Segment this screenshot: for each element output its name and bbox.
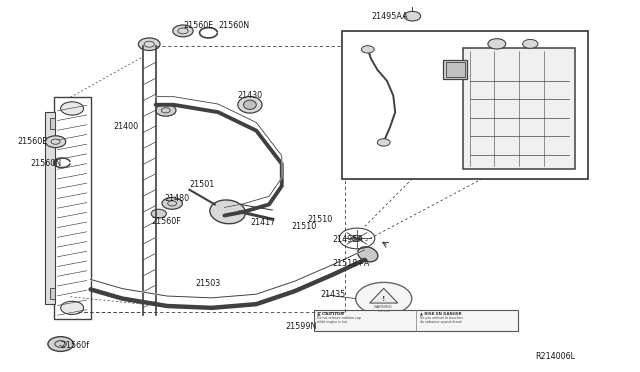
Text: 21417: 21417 <box>250 218 275 227</box>
Circle shape <box>48 337 74 352</box>
Text: 21515C: 21515C <box>390 130 421 139</box>
Text: 21430: 21430 <box>237 91 262 100</box>
Text: 21560N: 21560N <box>30 159 61 169</box>
Text: 21599N: 21599N <box>285 322 316 331</box>
Text: 21503: 21503 <box>196 279 221 288</box>
Text: 21560N: 21560N <box>218 21 249 30</box>
Text: -21560f: -21560f <box>59 341 90 350</box>
Circle shape <box>352 235 362 241</box>
Circle shape <box>61 301 84 314</box>
Text: 21501: 21501 <box>189 180 214 189</box>
Bar <box>45 112 55 304</box>
Bar <box>54 97 91 319</box>
Ellipse shape <box>244 100 256 109</box>
Text: 21400: 21400 <box>113 122 138 131</box>
Text: du radiateur quand chaud.: du radiateur quand chaud. <box>420 320 462 324</box>
Text: hot cool: hot cool <box>378 309 390 313</box>
Text: R214006L: R214006L <box>535 352 575 361</box>
Circle shape <box>362 46 374 53</box>
Bar <box>342 31 588 179</box>
Circle shape <box>523 39 538 48</box>
Text: Do not remove radiator cap: Do not remove radiator cap <box>317 315 361 320</box>
Text: while engine is hot.: while engine is hot. <box>317 320 348 324</box>
Circle shape <box>138 38 160 51</box>
FancyBboxPatch shape <box>463 48 575 169</box>
Text: 21518: 21518 <box>438 41 463 50</box>
Text: 21712M: 21712M <box>505 36 537 45</box>
Circle shape <box>151 209 166 218</box>
Ellipse shape <box>358 247 378 262</box>
Circle shape <box>162 198 182 209</box>
Circle shape <box>61 102 84 115</box>
Circle shape <box>378 139 390 146</box>
Text: 21495A: 21495A <box>333 235 364 244</box>
Text: 21495AA: 21495AA <box>371 12 408 21</box>
Text: !: ! <box>382 296 385 302</box>
Text: 21518+A: 21518+A <box>333 259 370 268</box>
Circle shape <box>45 136 66 148</box>
Text: ▲ CAUTION: ▲ CAUTION <box>317 311 344 315</box>
Bar <box>445 62 465 77</box>
Polygon shape <box>370 288 397 303</box>
Text: WARNING: WARNING <box>374 305 393 309</box>
Text: 21480: 21480 <box>164 195 189 203</box>
Bar <box>314 310 518 331</box>
Ellipse shape <box>238 96 262 113</box>
Text: 21721: 21721 <box>562 71 588 80</box>
Text: 21515: 21515 <box>365 41 390 50</box>
Circle shape <box>488 39 506 49</box>
Text: 21510: 21510 <box>307 215 333 224</box>
Bar <box>50 288 55 299</box>
Circle shape <box>356 282 412 315</box>
Text: ▲ RISK EN DANGER: ▲ RISK EN DANGER <box>420 311 461 315</box>
Circle shape <box>173 25 193 37</box>
Text: 21560E: 21560E <box>17 137 47 146</box>
Text: 21515E: 21515E <box>355 93 385 102</box>
Ellipse shape <box>210 200 245 224</box>
Circle shape <box>404 12 420 21</box>
Circle shape <box>156 105 176 116</box>
Text: 21510: 21510 <box>291 222 317 231</box>
Text: 21560F: 21560F <box>151 217 181 225</box>
Bar <box>443 60 467 79</box>
Text: 21560E: 21560E <box>183 21 213 30</box>
Bar <box>50 118 55 129</box>
Text: Ne pas enlever le bouchon: Ne pas enlever le bouchon <box>420 315 462 320</box>
Text: 21435: 21435 <box>320 291 345 299</box>
